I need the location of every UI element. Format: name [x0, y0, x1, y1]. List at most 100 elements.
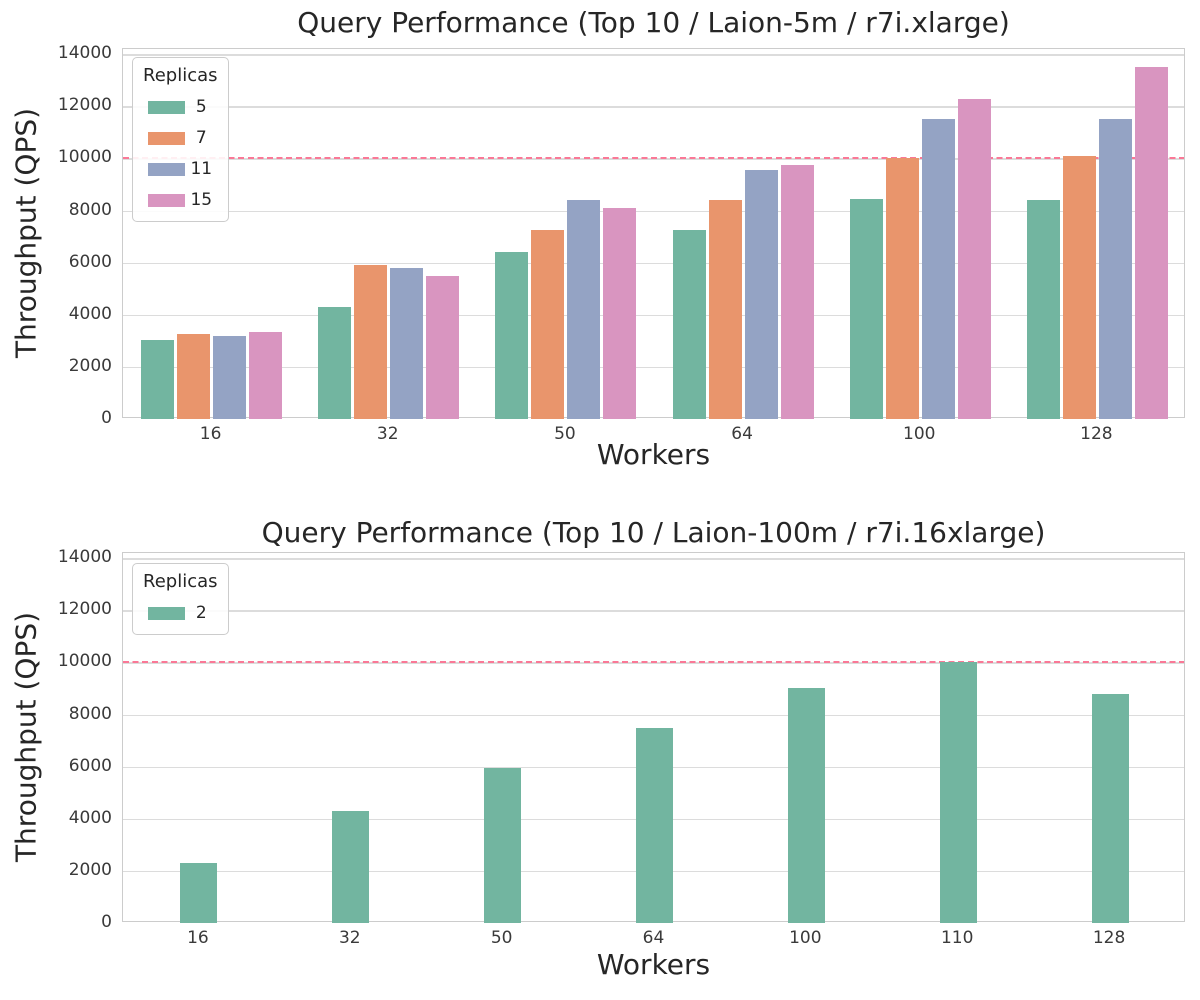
chart-query-performance-laion-5m: Query Performance (Top 10 / Laion-5m / r… — [0, 0, 1200, 496]
bar-workers-64-replicas-15 — [780, 164, 814, 419]
legend-entry-label: 5 — [195, 97, 207, 117]
legend-entry-15: 15 — [143, 190, 218, 210]
y-tick-label-12000: 12000 — [57, 599, 112, 620]
y-tick-label-14000: 14000 — [57, 547, 112, 568]
x-tick-label-64: 64 — [731, 424, 753, 444]
y-tick-label-4000: 4000 — [68, 807, 112, 828]
gridline-12000 — [123, 106, 1184, 108]
legend-title: Replicas — [143, 65, 218, 86]
legend-entry-label: 11 — [190, 159, 213, 179]
legend-title: Replicas — [143, 571, 218, 592]
threshold-line-10000 — [123, 661, 1184, 664]
bar-workers-100-replicas-15 — [957, 98, 991, 419]
bar-workers-128-replicas-11 — [1098, 119, 1132, 419]
y-tick-label-0: 0 — [101, 912, 112, 932]
x-tick-label-32: 32 — [376, 424, 399, 444]
bar-workers-16-replicas-15 — [249, 331, 283, 419]
bar-workers-100-replicas-5 — [849, 198, 883, 419]
x-tick-label-64: 64 — [642, 928, 665, 948]
bar-workers-16-replicas-11 — [213, 335, 247, 419]
y-tick-label-2000: 2000 — [68, 859, 112, 880]
x-tick-label-16: 16 — [187, 928, 209, 948]
gridline-14000 — [123, 54, 1184, 56]
bar-workers-50-replicas-7 — [531, 230, 565, 419]
x-tick-label-50: 50 — [490, 928, 513, 948]
bar-workers-64-replicas-5 — [672, 230, 706, 419]
bar-workers-16-replicas-5 — [141, 339, 175, 419]
legend-swatch-icon — [148, 131, 185, 145]
gridline-14000 — [123, 558, 1184, 560]
bar-workers-100-replicas-7 — [885, 158, 919, 419]
bar-workers-128-replicas-5 — [1026, 200, 1060, 419]
legend-items: 5 7 11 15 — [143, 97, 218, 210]
legend-entry-label: 2 — [195, 603, 207, 623]
x-tick-label-110: 110 — [940, 928, 974, 948]
x-tick-label-100: 100 — [903, 424, 936, 444]
gridline-6000 — [123, 262, 1184, 265]
bar-workers-128-replicas-15 — [1134, 67, 1168, 419]
bar-workers-64-replicas-7 — [708, 200, 742, 419]
legend-entry-label: 7 — [195, 128, 207, 148]
y-tick-label-14000: 14000 — [57, 43, 112, 64]
bar-workers-32-replicas-2 — [332, 810, 370, 923]
legend-swatch-icon — [148, 606, 185, 620]
bar-workers-32-replicas-15 — [426, 275, 460, 419]
x-tick-label-100: 100 — [789, 928, 822, 948]
bar-workers-16-replicas-2 — [180, 863, 218, 923]
bar-workers-128-replicas-2 — [1091, 693, 1129, 923]
bar-workers-64-replicas-2 — [636, 727, 673, 923]
legend-entry-5: 5 — [143, 97, 218, 117]
bar-workers-32-replicas-5 — [318, 306, 352, 419]
bar-workers-128-replicas-7 — [1062, 155, 1096, 419]
legend-swatch-icon — [148, 100, 185, 114]
legend-swatch-icon — [148, 162, 185, 176]
legend-items: 2 — [143, 603, 218, 623]
legend: Replicas 5 7 11 15 — [132, 57, 229, 222]
bar-workers-50-replicas-2 — [484, 767, 522, 923]
legend-entry-2: 2 — [143, 603, 218, 623]
gridline-2000 — [123, 366, 1184, 369]
legend-entry-7: 7 — [143, 128, 218, 148]
bar-workers-100-replicas-2 — [787, 688, 825, 923]
x-tick-label-16: 16 — [199, 424, 222, 444]
bar-workers-50-replicas-15 — [603, 207, 637, 419]
y-tick-label-6000: 6000 — [68, 251, 112, 272]
gridline-8000 — [123, 210, 1184, 212]
chart-title: Query Performance (Top 10 / Laion-5m / r… — [297, 6, 1010, 39]
bar-workers-100-replicas-11 — [921, 119, 955, 419]
bar-workers-32-replicas-7 — [354, 265, 388, 419]
y-tick-label-2000: 2000 — [68, 355, 112, 376]
legend-swatch-icon — [148, 193, 185, 207]
bar-workers-110-replicas-2 — [939, 662, 977, 923]
gridline-8000 — [123, 714, 1184, 716]
y-tick-label-0: 0 — [101, 408, 112, 428]
y-tick-label-4000: 4000 — [68, 303, 112, 324]
legend-entry-label: 15 — [190, 190, 213, 210]
x-tick-label-32: 32 — [338, 928, 361, 948]
bar-workers-16-replicas-7 — [177, 334, 211, 419]
threshold-line-10000 — [123, 157, 1184, 160]
chart-query-performance-laion-100m: Query Performance (Top 10 / Laion-100m /… — [0, 504, 1200, 1000]
plot-area — [122, 48, 1185, 419]
gridline-4000 — [123, 314, 1184, 317]
y-tick-label-8000: 8000 — [68, 199, 112, 220]
gridline-12000 — [123, 610, 1184, 612]
y-tick-label-10000: 10000 — [57, 651, 112, 672]
bar-workers-64-replicas-11 — [744, 170, 778, 419]
y-tick-label-12000: 12000 — [57, 95, 112, 116]
x-axis-label: Workers — [596, 948, 711, 981]
chart-title: Query Performance (Top 10 / Laion-100m /… — [261, 516, 1046, 549]
x-tick-label-128: 128 — [1092, 928, 1126, 948]
bar-workers-50-replicas-5 — [495, 252, 529, 419]
legend: Replicas 2 — [132, 563, 229, 635]
y-tick-label-10000: 10000 — [57, 147, 112, 168]
plot-area — [122, 552, 1185, 923]
x-tick-label-128: 128 — [1080, 424, 1113, 444]
x-axis-label: Workers — [596, 438, 711, 471]
bar-workers-50-replicas-11 — [567, 200, 601, 419]
x-tick-label-50: 50 — [554, 424, 576, 444]
y-tick-label-8000: 8000 — [68, 703, 112, 724]
y-tick-label-6000: 6000 — [68, 755, 112, 776]
bar-workers-32-replicas-11 — [390, 267, 424, 419]
